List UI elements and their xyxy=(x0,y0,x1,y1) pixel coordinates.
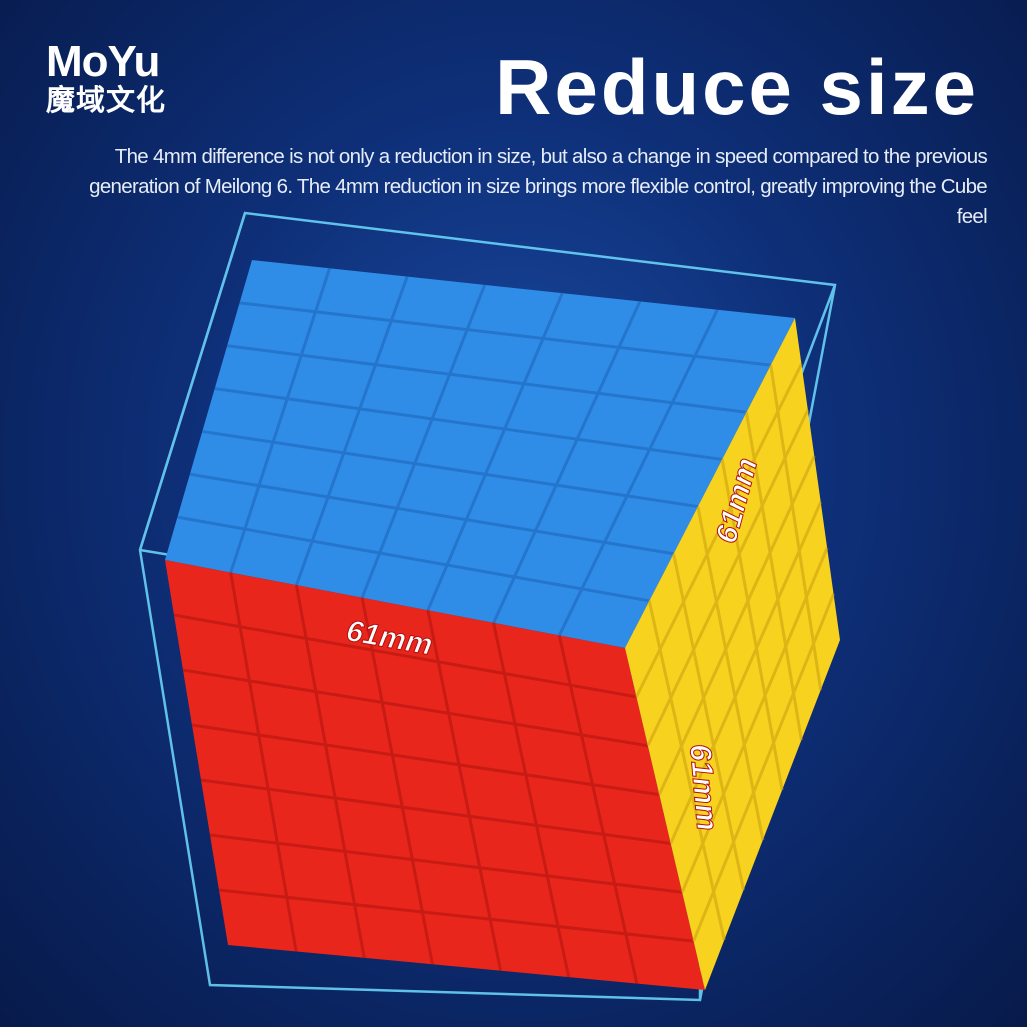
top-sticker-gap xyxy=(177,515,650,603)
front-sticker-gap xyxy=(182,668,649,748)
logo-text-cn: 魔域文化 xyxy=(46,85,167,117)
top-sticker-gap xyxy=(360,284,487,599)
logo-text-en: MoYu xyxy=(46,37,160,86)
front-sticker-gap xyxy=(492,622,571,978)
right-sticker-gap xyxy=(680,547,829,893)
top-sticker-gap xyxy=(239,301,771,367)
front-sticker-gap xyxy=(360,597,434,965)
description: The 4mm difference is not only a reducti… xyxy=(89,145,988,228)
top-sticker-gap xyxy=(426,292,564,611)
right-sticker-gap xyxy=(692,593,835,942)
top-sticker-gap xyxy=(226,344,747,414)
page-title: Reduce size xyxy=(495,43,979,131)
front-sticker-gap xyxy=(191,723,660,797)
top-sticker-gap xyxy=(229,267,331,574)
moyu-logo: MoYu 魔域文化 xyxy=(46,40,166,118)
right-sticker-gap xyxy=(744,412,803,741)
top-sticker-gap xyxy=(202,429,699,509)
front-sticker-gap xyxy=(557,635,639,984)
top-sticker-gap xyxy=(492,300,642,624)
top-sticker-gap xyxy=(214,387,723,461)
front-sticker-gap xyxy=(229,572,298,952)
top-sticker-gap xyxy=(295,276,409,586)
dimension-label-right-side: 61mm xyxy=(683,743,723,832)
right-sticker-gap xyxy=(635,363,803,698)
cube-front-face xyxy=(165,560,705,990)
right-sticker-gap xyxy=(720,459,784,791)
front-sticker-gap xyxy=(200,778,671,845)
front-sticker-gap xyxy=(173,613,637,699)
right-sticker-gap xyxy=(647,600,726,941)
right-sticker-gap xyxy=(646,409,810,747)
right-sticker-gap xyxy=(769,364,823,691)
top-sticker-gap xyxy=(189,472,674,556)
right-sticker-gap xyxy=(672,553,746,891)
front-sticker-gap xyxy=(294,584,366,959)
front-sticker-gap xyxy=(209,833,683,894)
front-sticker-gap xyxy=(218,888,694,943)
front-sticker-gap xyxy=(426,609,503,972)
top-sticker-gap xyxy=(557,309,719,637)
right-sticker-gap xyxy=(657,455,816,796)
right-sticker-gap xyxy=(696,506,765,841)
right-sticker-gap xyxy=(669,501,823,845)
